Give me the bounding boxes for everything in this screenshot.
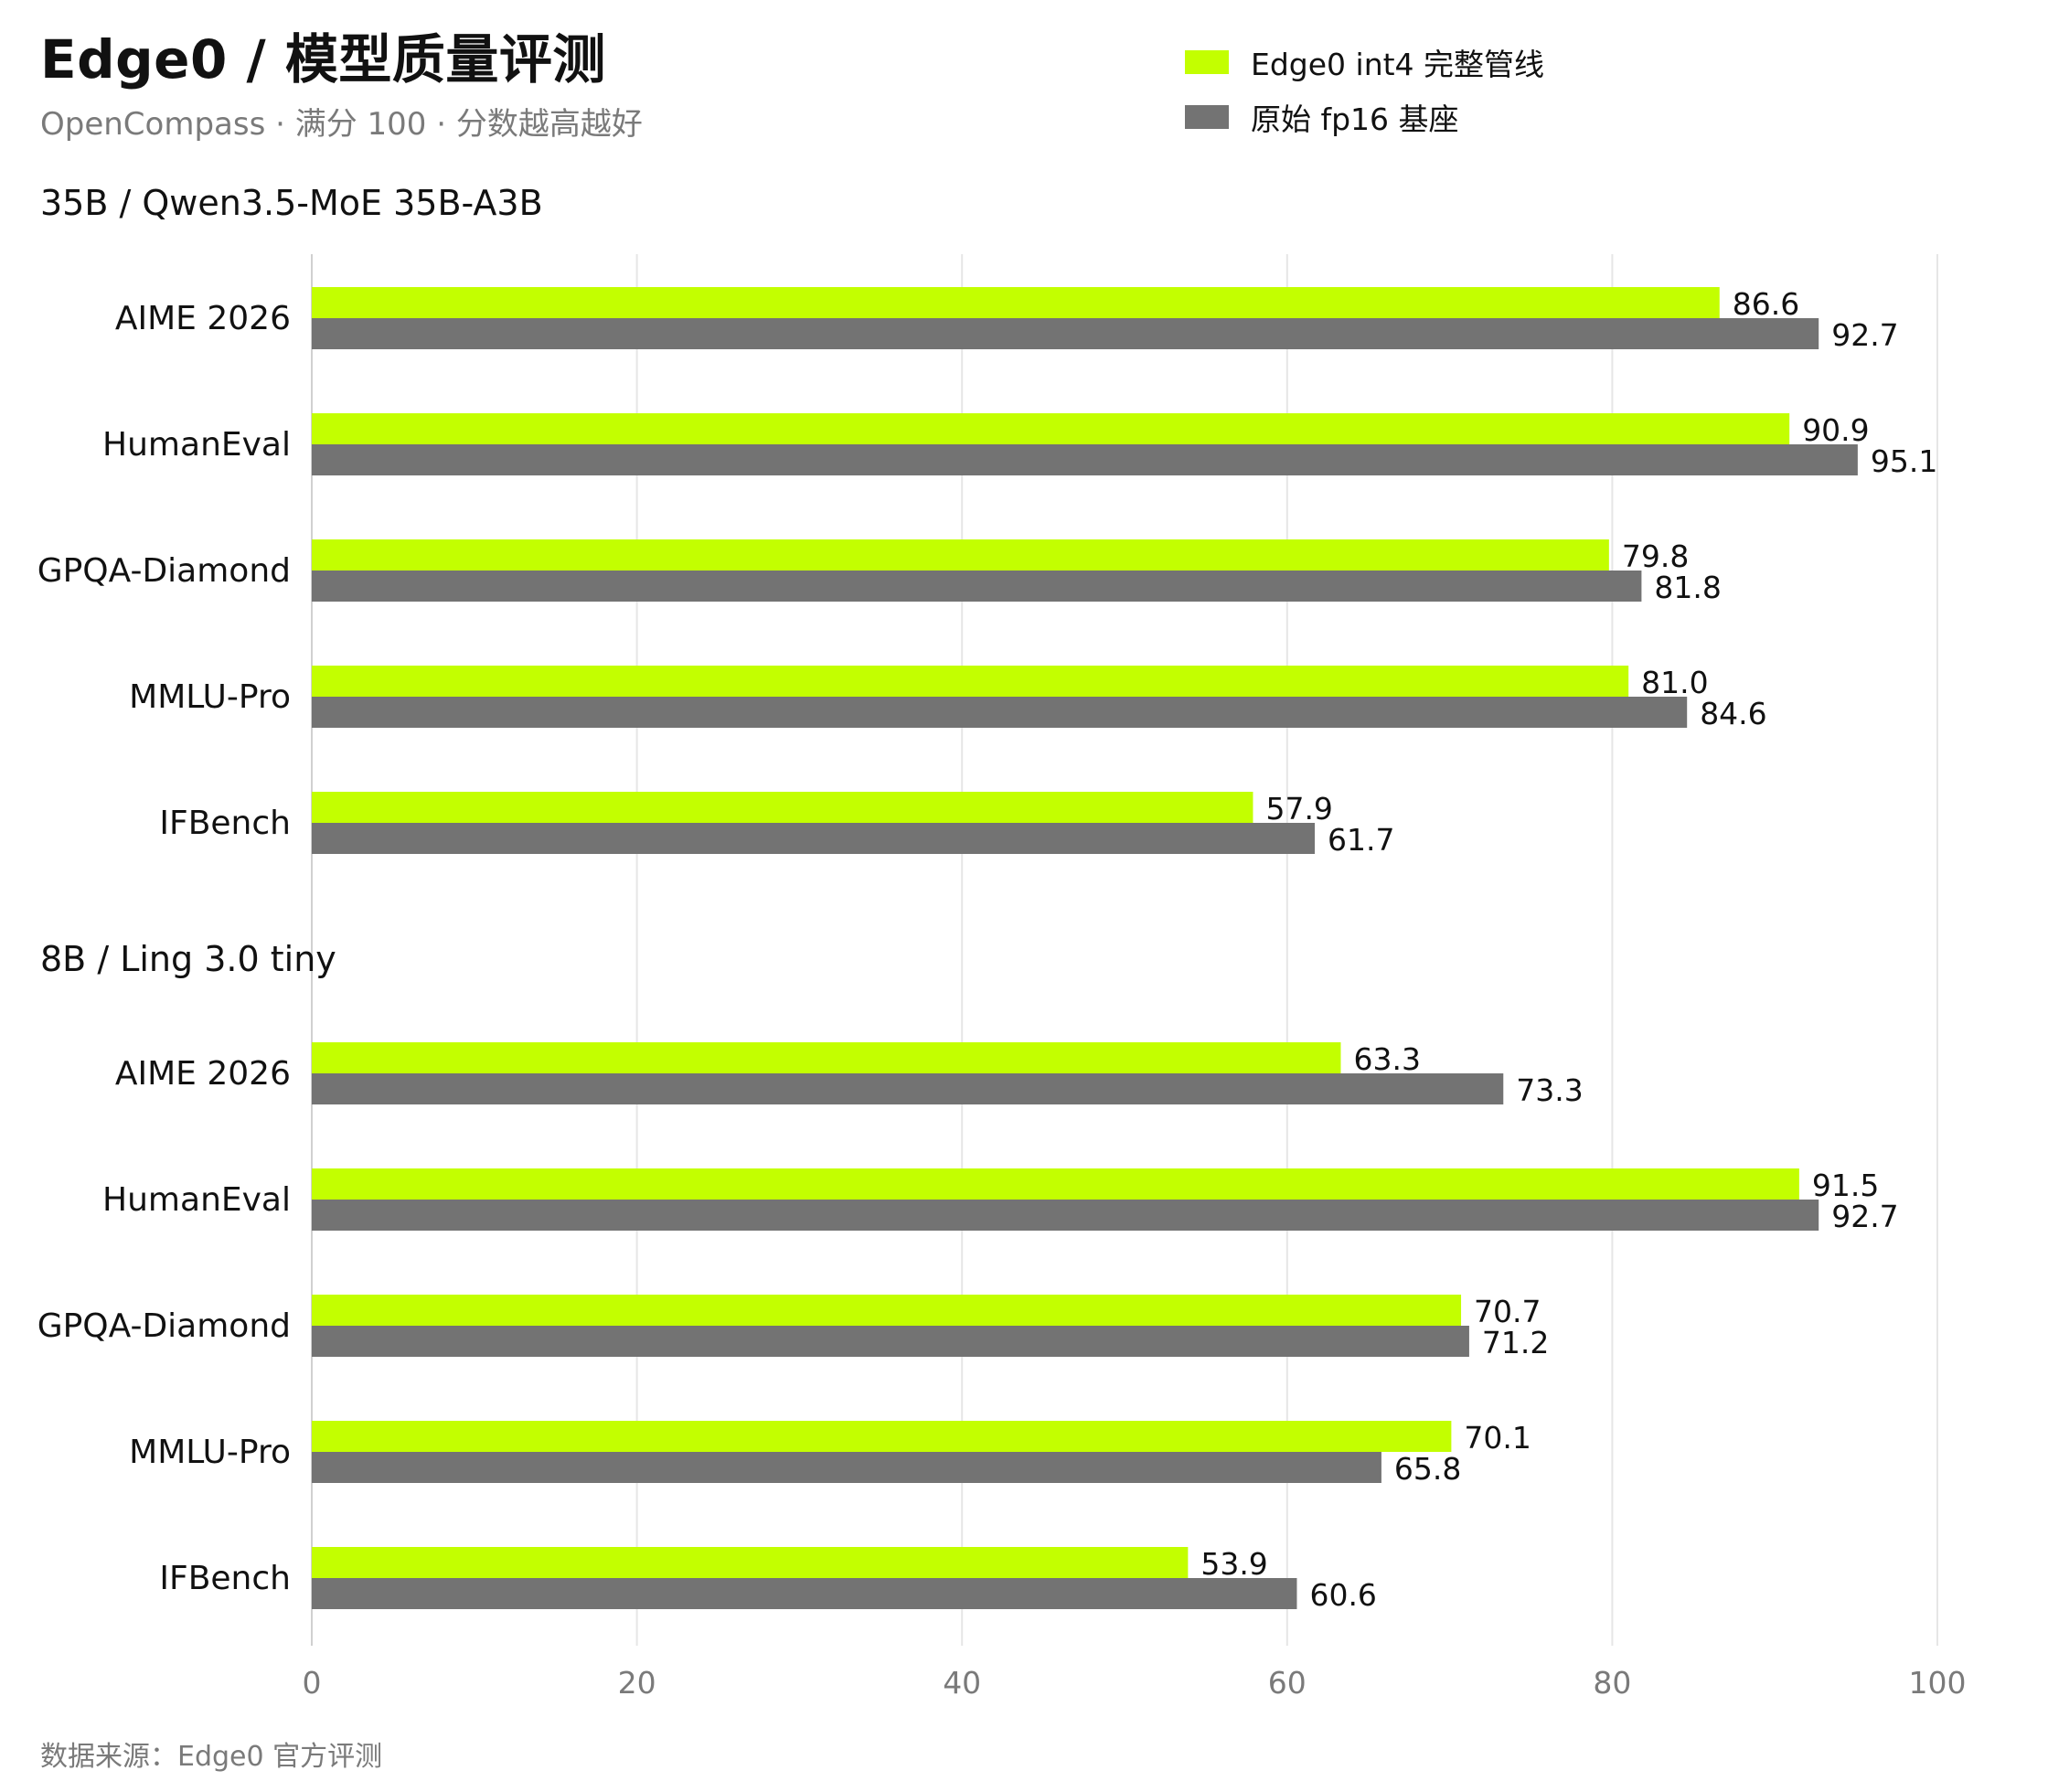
data-label: 61.7 <box>1328 822 1394 858</box>
data-label: 73.3 <box>1516 1072 1583 1108</box>
data-label: 70.7 <box>1474 1294 1541 1329</box>
bar <box>312 571 1642 602</box>
bar <box>312 1421 1452 1452</box>
group-header: 8B / Ling 3.0 tiny <box>40 939 336 979</box>
bar <box>312 666 1629 697</box>
data-label: 92.7 <box>1831 317 1898 353</box>
x-tick-label: 60 <box>1268 1665 1307 1701</box>
category-label: AIME 2026 <box>115 1055 291 1093</box>
bar <box>312 287 1720 318</box>
data-label: 60.6 <box>1309 1577 1376 1613</box>
bar <box>312 1073 1504 1104</box>
category-label: MMLU-Pro <box>129 678 291 716</box>
source-footnote: 数据来源：Edge0 官方评测 <box>40 1741 383 1773</box>
group-header: 35B / Qwen3.5-MoE 35B-A3B <box>40 183 543 223</box>
bar <box>312 413 1790 444</box>
data-label: 86.6 <box>1733 286 1799 322</box>
data-label: 53.9 <box>1200 1546 1267 1582</box>
bar <box>312 823 1316 854</box>
bar <box>312 539 1609 571</box>
x-tick-label: 0 <box>303 1665 322 1701</box>
legend-item-edge0: Edge0 int4 完整管线 <box>1185 42 1544 82</box>
bar <box>312 1042 1341 1073</box>
bar <box>312 1200 1819 1231</box>
bar <box>312 1168 1799 1200</box>
x-tick-label: 80 <box>1593 1665 1631 1701</box>
data-label: 71.2 <box>1482 1325 1549 1360</box>
data-label: 81.8 <box>1654 570 1721 605</box>
bar <box>312 1547 1189 1578</box>
category-label: IFBench <box>159 1560 291 1597</box>
bar <box>312 1295 1462 1326</box>
bar <box>312 792 1253 823</box>
bar <box>312 1452 1381 1483</box>
x-tick-label: 40 <box>943 1665 981 1701</box>
category-label: GPQA-Diamond <box>37 552 291 590</box>
category-label: HumanEval <box>102 1181 291 1219</box>
legend-item-fp16: 原始 fp16 基座 <box>1185 97 1544 137</box>
data-label: 57.9 <box>1265 791 1332 827</box>
category-label: GPQA-Diamond <box>37 1307 291 1345</box>
data-label: 91.5 <box>1812 1168 1879 1203</box>
data-label: 65.8 <box>1394 1451 1461 1487</box>
data-label: 63.3 <box>1353 1041 1420 1077</box>
data-label: 70.1 <box>1464 1420 1531 1456</box>
bar <box>312 697 1688 728</box>
category-label: AIME 2026 <box>115 300 291 337</box>
legend-swatch-edge0 <box>1185 50 1229 74</box>
chart-subtitle: OpenCompass · 满分 100 · 分数越高越好 <box>40 106 643 143</box>
category-label: IFBench <box>159 805 291 842</box>
x-tick-label: 20 <box>618 1665 656 1701</box>
data-label: 92.7 <box>1831 1199 1898 1234</box>
legend-label-fp16: 原始 fp16 基座 <box>1251 101 1459 137</box>
bar <box>312 444 1858 475</box>
data-label: 79.8 <box>1622 539 1689 574</box>
category-label: HumanEval <box>102 426 291 464</box>
bar <box>312 318 1819 349</box>
data-label: 95.1 <box>1871 443 1937 479</box>
chart-title: Edge0 / 模型质量评测 <box>40 28 606 91</box>
x-tick-label: 100 <box>1909 1665 1967 1701</box>
data-label: 90.9 <box>1802 412 1869 448</box>
legend: Edge0 int4 完整管线 原始 fp16 基座 <box>1185 42 1544 152</box>
legend-swatch-fp16 <box>1185 105 1229 129</box>
category-label: MMLU-Pro <box>129 1434 291 1471</box>
bar <box>312 1578 1297 1609</box>
data-label: 84.6 <box>1700 696 1766 731</box>
bar <box>312 1326 1469 1357</box>
legend-label-edge0: Edge0 int4 完整管线 <box>1251 47 1545 82</box>
data-label: 81.0 <box>1641 665 1708 700</box>
